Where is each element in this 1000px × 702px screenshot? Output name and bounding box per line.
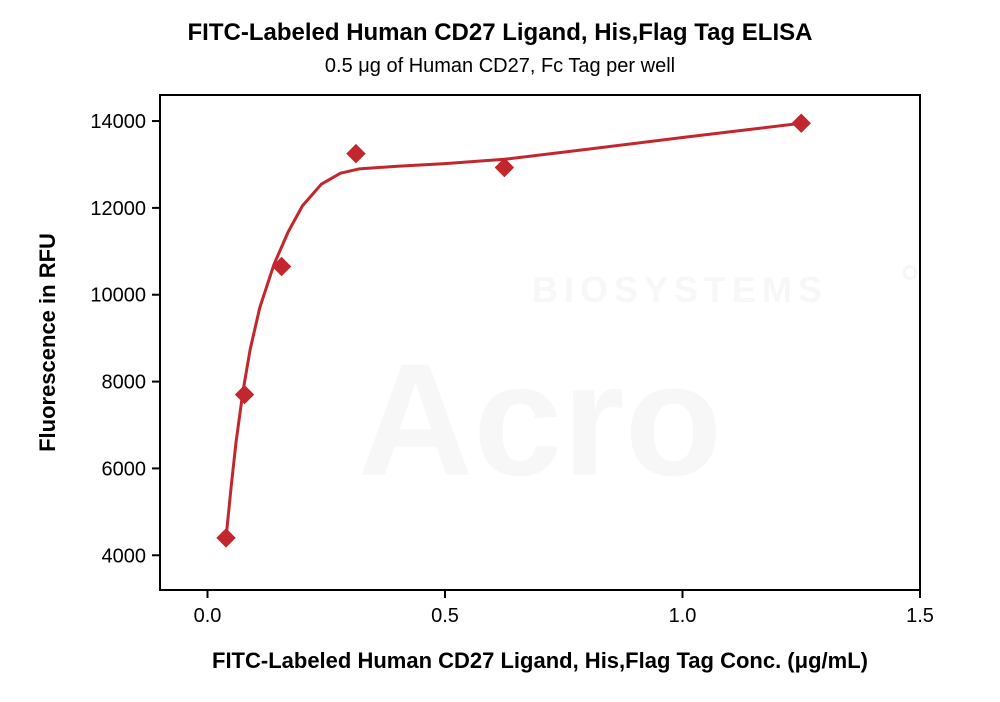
x-tick-label: 1.5 bbox=[906, 605, 934, 627]
y-tick-label: 14000 bbox=[90, 111, 146, 133]
watermark-line2: Acro bbox=[358, 330, 723, 509]
y-tick-label: 6000 bbox=[102, 458, 147, 480]
chart-container: BIOSYSTEMS Acro FITC-Labeled Human CD27 Li… bbox=[0, 0, 1000, 702]
x-axis-label: FITC-Labeled Human CD27 Ligand, His,Flag… bbox=[212, 648, 868, 673]
y-tick-label: 10000 bbox=[90, 285, 146, 307]
x-tick-label: 0.0 bbox=[194, 605, 222, 627]
chart-title: FITC-Labeled Human CD27 Ligand, His,Flag… bbox=[188, 19, 813, 46]
y-tick-label: 12000 bbox=[90, 198, 146, 220]
y-axis-label: Fluorescence in RFU bbox=[35, 233, 60, 452]
watermark-line1: BIOSYSTEMS bbox=[532, 269, 828, 310]
x-tick-label: 1.0 bbox=[669, 605, 697, 627]
y-tick-label: 4000 bbox=[102, 545, 147, 567]
elisa-chart: BIOSYSTEMS Acro FITC-Labeled Human CD27 Li… bbox=[0, 0, 1000, 702]
chart-subtitle: 0.5 μg of Human CD27, Fc Tag per well bbox=[325, 55, 675, 77]
x-tick-label: 0.5 bbox=[431, 605, 459, 627]
y-tick-label: 8000 bbox=[102, 372, 147, 394]
